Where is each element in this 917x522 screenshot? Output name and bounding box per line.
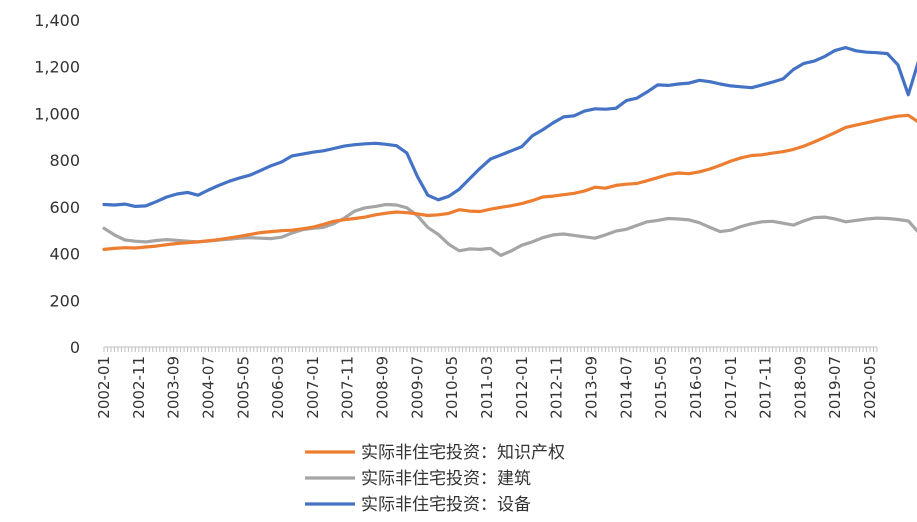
x-tick-label: 2016-03 (687, 356, 705, 419)
y-tick-label: 0 (70, 338, 80, 357)
x-tick-label: 2011-03 (478, 356, 496, 419)
x-tick-label: 2013-09 (582, 356, 600, 419)
x-axis: 2002-01 2002-11 2003-09 2004-07 2005-05 2006-… (95, 346, 879, 419)
x-tick-label: 2005-05 (234, 356, 252, 419)
x-tick-label: 2012-11 (548, 356, 566, 419)
x-tick-label: 2017-01 (722, 356, 740, 419)
x-tick-label: 2008-09 (374, 356, 392, 419)
series-line-2 (102, 45, 917, 208)
y-tick-label: 400 (49, 245, 80, 264)
legend-label-2: 实际非住宅投资：设备 (361, 495, 531, 515)
legend-label-1: 实际非住宅投资：建筑 (361, 469, 531, 489)
x-tick-label: 2006-03 (269, 356, 287, 419)
x-tick-label: 2007-11 (339, 356, 357, 419)
x-tick-label: 2017-11 (757, 356, 775, 419)
x-tick-label: 2004-07 (199, 356, 217, 419)
x-tick-label: 2002-11 (130, 356, 148, 419)
y-axis-labels: 0 200 400 600 800 1,000 1,200 1,400 (34, 11, 80, 357)
y-tick-label: 1,200 (34, 58, 80, 77)
series-lines (102, 45, 917, 257)
x-tick-label: 2003-09 (165, 356, 183, 419)
x-tick-label: 2018-09 (791, 356, 809, 419)
y-tick-label: 600 (49, 198, 80, 217)
x-tick-label: 2019-07 (826, 356, 844, 419)
x-tick-label: 2014-07 (617, 356, 635, 419)
series-line-1 (102, 202, 917, 257)
x-tick-label: 2012-01 (513, 356, 531, 419)
x-tick-label: 2009-07 (408, 356, 426, 419)
x-tick-label: 2020-05 (861, 356, 879, 419)
y-tick-label: 1,400 (34, 11, 80, 30)
x-tick-label: 2002-01 (95, 356, 113, 419)
y-tick-label: 200 (49, 291, 80, 310)
x-tick-label: 2007-01 (304, 356, 322, 419)
y-tick-label: 1,000 (34, 104, 80, 123)
y-tick-label: 800 (49, 151, 80, 170)
series-line-0 (102, 113, 917, 251)
x-tick-label: 2015-05 (652, 356, 670, 419)
x-tick-label: 2010-05 (443, 356, 461, 419)
legend-label-0: 实际非住宅投资：知识产权 (361, 443, 565, 463)
